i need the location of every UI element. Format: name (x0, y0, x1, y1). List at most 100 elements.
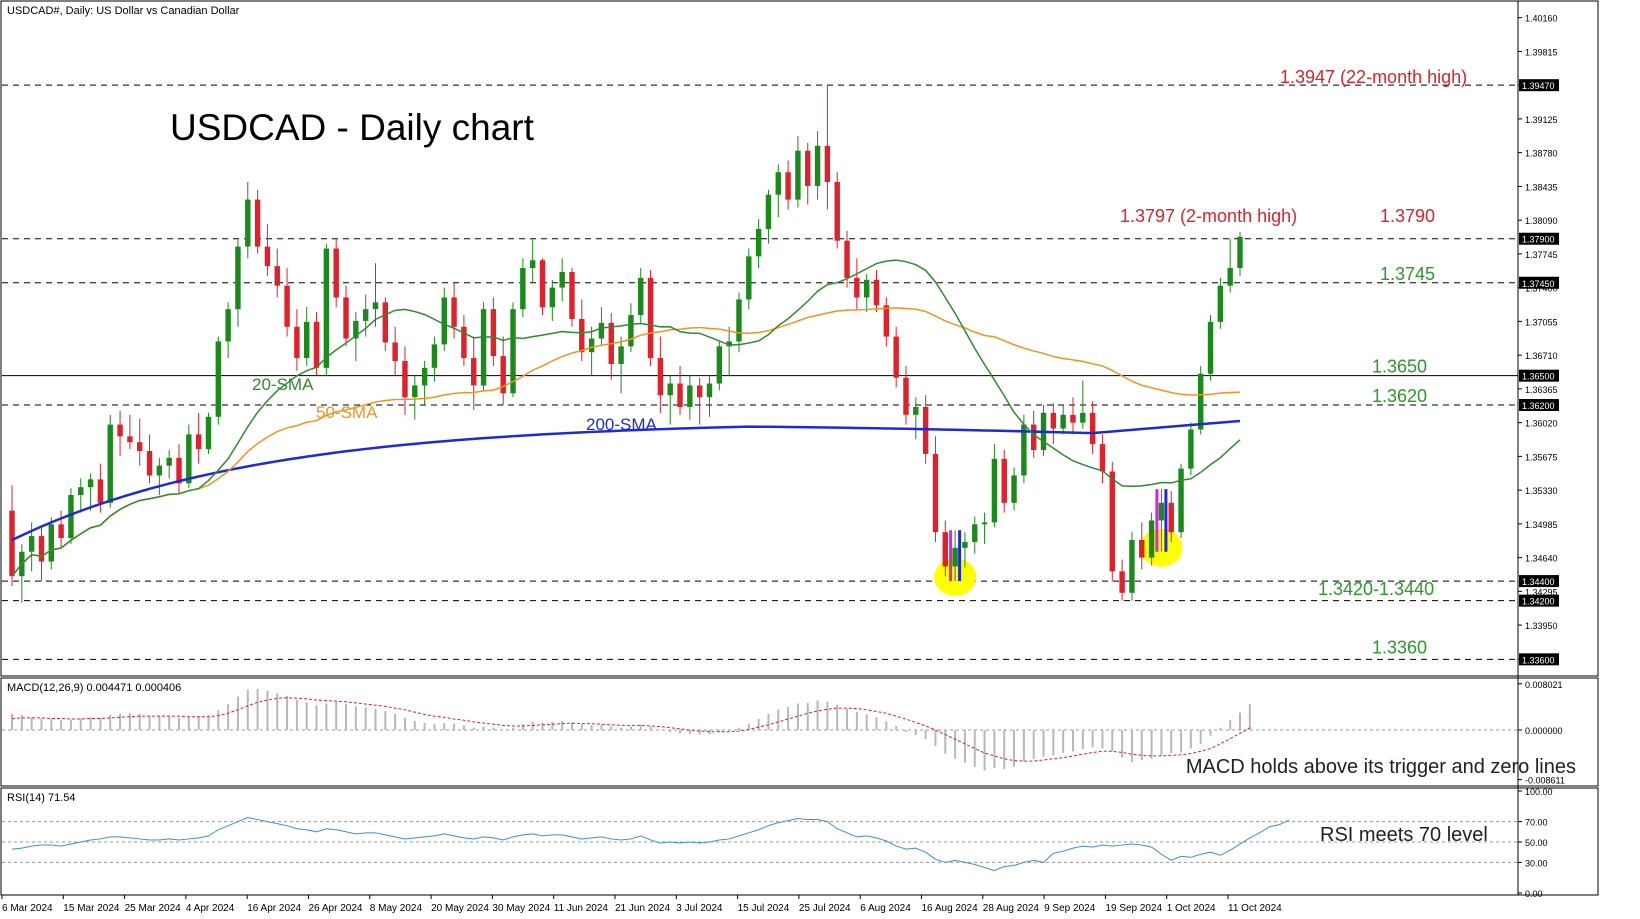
macd-annotation: MACD holds above its trigger and zero li… (1186, 756, 1576, 778)
symbol-label: USDCAD#, Daily: US Dollar vs Canadian Do… (7, 5, 240, 17)
candle-bullish (559, 272, 565, 288)
level-badge-label: 1.36200 (1522, 401, 1555, 411)
level-badge-label: 1.39470 (1522, 81, 1555, 91)
macd-tick-label: -0.008611 (1525, 776, 1565, 786)
candle-bullish (87, 479, 94, 488)
candle-bearish (382, 302, 389, 343)
candle-bearish (893, 336, 899, 378)
rsi-line (11, 816, 1290, 872)
candle-bearish (834, 182, 840, 241)
x-tick-label: 30 May 2024 (492, 903, 550, 914)
chart-title: USDCAD - Daily chart (170, 107, 535, 148)
level-badge-label: 1.34400 (1522, 577, 1555, 587)
candle-bearish (137, 442, 143, 451)
candle-bullish (156, 465, 163, 476)
macd-tick-label: 0.000000 (1525, 726, 1563, 736)
candle-bearish (461, 326, 467, 359)
sma-200-label: 200-SMA (586, 415, 658, 434)
x-tick-label: 28 Aug 2024 (983, 903, 1040, 914)
candle-bullish (510, 309, 516, 394)
candle-bullish (991, 458, 998, 523)
candle-bearish (1001, 458, 1007, 503)
candle-bearish (392, 342, 398, 362)
candle-bullish (225, 309, 231, 342)
candle-bearish (647, 277, 654, 359)
price-tick-label: 1.36710 (1525, 351, 1558, 361)
candle-bullish (795, 150, 801, 200)
candle-bullish (205, 416, 212, 450)
candle-bearish (1119, 571, 1125, 593)
candle-bearish (1050, 412, 1057, 429)
price-tick-label: 1.34295 (1525, 587, 1558, 597)
price-panel: USDCAD#, Daily: US Dollar vs Canadian Do… (0, 0, 1599, 895)
level-badge-label: 1.34200 (1522, 597, 1555, 607)
candle-bullish (520, 268, 526, 310)
x-tick-label: 15 Mar 2024 (63, 903, 120, 914)
candle-bullish (362, 309, 369, 321)
macd-panel-frame (0, 677, 1599, 787)
rsi-tick-label: 70.00 (1525, 818, 1548, 828)
level-badge-label: 1.37900 (1522, 235, 1555, 245)
candle-bearish (313, 321, 320, 368)
level-badge (1519, 232, 1559, 245)
candle-bearish (117, 424, 123, 437)
candle-bearish (343, 297, 349, 339)
low-marker-magenta (1155, 489, 1159, 552)
level-annotation-resistance: 1.3947 (22-month high) (1280, 67, 1467, 87)
candle-bullish (746, 256, 752, 300)
candle-bullish (245, 199, 251, 247)
candle-bearish (922, 406, 929, 454)
candle-bullish (549, 287, 556, 308)
x-tick-label: 16 Apr 2024 (247, 903, 301, 914)
candlesticks (9, 85, 1243, 603)
x-tick-label: 8 May 2024 (370, 903, 423, 914)
candle-bullish (304, 321, 310, 359)
candle-bearish (844, 240, 850, 278)
price-levels (2, 84, 1518, 660)
candle-bullish (480, 309, 487, 386)
x-tick-label: 9 Sep 2024 (1044, 903, 1096, 914)
candle-bullish (235, 246, 241, 310)
sma-20-label: 20-SMA (252, 375, 314, 394)
candle-bullish (1060, 414, 1066, 429)
candle-bullish (48, 524, 54, 562)
level-annotation-support: 1.3620 (1372, 386, 1427, 406)
candle-bearish (942, 532, 948, 567)
low-marker-blue (958, 530, 962, 582)
level-annotation-resistance: 1.3790 (1380, 206, 1435, 226)
macd-tick-label: 0.008021 (1525, 680, 1563, 690)
candle-bullish (706, 383, 713, 398)
candle-bearish (785, 172, 791, 200)
candle-bearish (471, 358, 477, 386)
candle-bullish (441, 297, 447, 345)
candle-bullish (687, 385, 693, 407)
candle-bearish (176, 457, 182, 484)
candle-bearish (805, 150, 811, 186)
candle-bearish (883, 305, 890, 337)
level-badge-label: 1.36500 (1522, 372, 1555, 382)
candle-bullish (618, 346, 624, 364)
candle-bullish (716, 346, 723, 384)
candle-bearish (402, 361, 408, 398)
macd-signal-line (11, 697, 1251, 762)
x-tick-label: 16 Aug 2024 (922, 903, 979, 914)
candle-bearish (657, 358, 664, 396)
candle-bullish (863, 279, 870, 298)
candle-bullish (1080, 412, 1086, 423)
x-tick-label: 6 Aug 2024 (860, 903, 911, 914)
x-tick-label: 26 Apr 2024 (309, 903, 363, 914)
price-tick-label: 1.38090 (1525, 216, 1558, 226)
candle-bullish (1021, 424, 1027, 476)
macd-series: 0.008021 0.000000 -0.008611 (2, 680, 1565, 786)
candle-bullish (107, 424, 113, 503)
candle-bearish (1030, 424, 1037, 451)
price-tick-label: 1.38780 (1525, 149, 1558, 159)
level-annotations: 1.3947 (22-month high) 1.3797 (2-month hi… (1120, 67, 1467, 657)
candle-bullish (431, 344, 438, 368)
candle-bearish (854, 277, 860, 298)
candle-bullish (28, 536, 35, 552)
price-tick-label: 1.37745 (1525, 250, 1558, 260)
candle-bullish (372, 302, 379, 310)
x-tick-label: 25 Jul 2024 (799, 903, 851, 914)
